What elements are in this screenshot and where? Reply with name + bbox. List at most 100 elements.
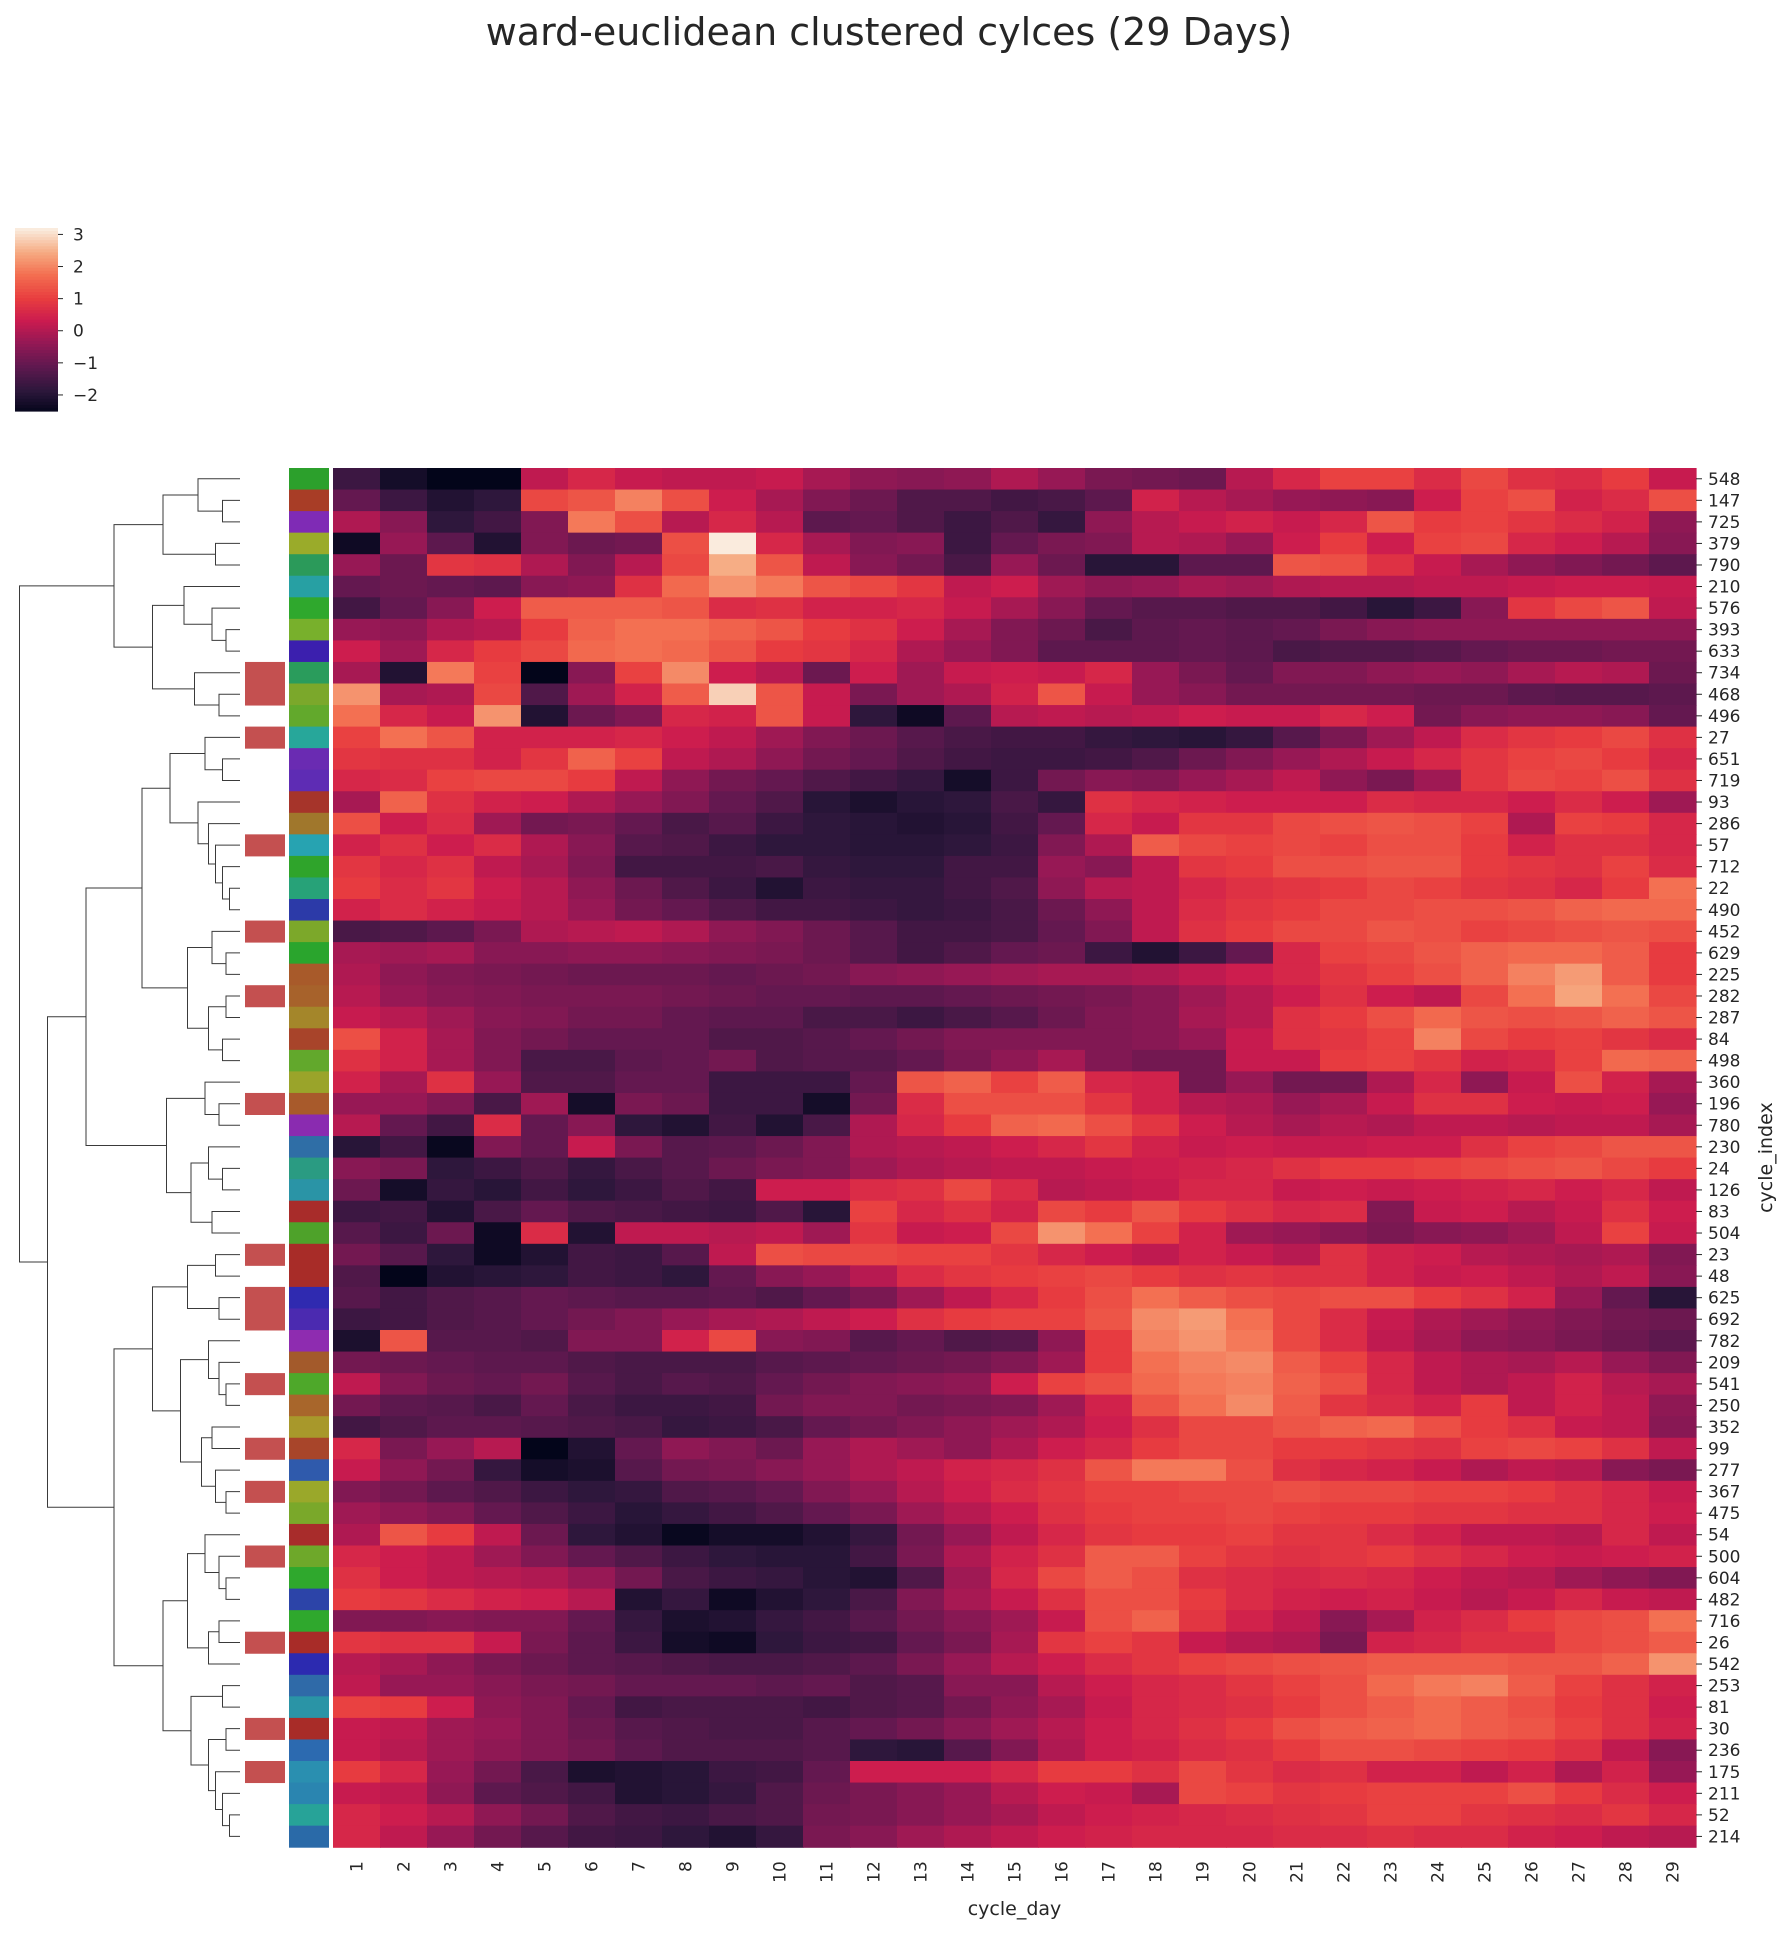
heatmap-cell (1414, 942, 1462, 965)
row-color-cell (289, 575, 329, 598)
heatmap-cell (1649, 1373, 1697, 1396)
heatmap-cell (709, 618, 757, 641)
heatmap-cell (1320, 1222, 1368, 1245)
heatmap-cell (1508, 575, 1556, 598)
heatmap-cell (803, 1006, 851, 1029)
heatmap-cell (1273, 1523, 1321, 1547)
heatmap-cell (615, 1610, 663, 1633)
heatmap-cell (333, 1028, 381, 1051)
heatmap-cell (1038, 661, 1086, 685)
heatmap-cell (709, 489, 757, 512)
heatmap-cell (991, 1330, 1039, 1353)
heatmap-cell (709, 920, 757, 943)
heatmap-cell (991, 1136, 1039, 1159)
heatmap-cell (1602, 489, 1650, 512)
heatmap-cell (1649, 1696, 1697, 1719)
heatmap-cell (1414, 1200, 1462, 1223)
heatmap-cell (1649, 1567, 1697, 1590)
heatmap-cell (333, 1049, 381, 1072)
heatmap-cell (1320, 1394, 1368, 1417)
heatmap-cell (1320, 1545, 1368, 1568)
heatmap-cell (756, 769, 804, 792)
heatmap-cell (756, 1782, 804, 1805)
colorbar-segment (15, 243, 58, 247)
heatmap-cell (1508, 812, 1556, 835)
heatmap-cell (709, 1631, 757, 1654)
heatmap-cell (1508, 1092, 1556, 1116)
heatmap-cell (850, 1761, 898, 1784)
heatmap-cell (380, 618, 428, 641)
heatmap-cell (1226, 1200, 1274, 1223)
heatmap-cell (1602, 1028, 1650, 1051)
heatmap-cell (380, 1373, 428, 1396)
heatmap-cell (568, 511, 616, 534)
row-label: 211 (1708, 1784, 1740, 1804)
heatmap-cell (1508, 726, 1556, 749)
heatmap-cell (427, 1222, 475, 1245)
row-color-cell (289, 1416, 329, 1439)
heatmap-cell (1461, 1523, 1509, 1547)
heatmap-cell (1320, 791, 1368, 814)
heatmap-cell (333, 1480, 381, 1503)
heatmap-cell (1085, 855, 1133, 879)
row-label: 712 (1708, 858, 1740, 878)
heatmap-cell (568, 1480, 616, 1503)
heatmap-cell (474, 1588, 522, 1611)
heatmap-cell (1508, 661, 1556, 685)
heatmap-cell (1508, 1459, 1556, 1482)
heatmap-cell (333, 834, 381, 857)
heatmap-cell (521, 834, 569, 857)
heatmap-cell (1179, 791, 1227, 814)
heatmap-cell (1602, 1761, 1650, 1784)
heatmap-cell (1320, 748, 1368, 771)
heatmap-cell (897, 942, 945, 965)
heatmap-cell (474, 877, 522, 900)
heatmap-cell (756, 489, 804, 512)
heatmap-cell (615, 1136, 663, 1159)
row-label: 716 (1708, 1612, 1740, 1632)
heatmap-cell (474, 1394, 522, 1417)
heatmap-cell (1649, 1437, 1697, 1460)
heatmap-cell (1179, 1373, 1227, 1396)
heatmap-cell (1555, 920, 1603, 943)
heatmap-cell (615, 1265, 663, 1288)
row-color-cell (289, 1804, 329, 1827)
heatmap-cell (427, 661, 475, 685)
row-label: 126 (1708, 1181, 1740, 1201)
heatmap-cell (1132, 1545, 1180, 1568)
heatmap-cell (333, 942, 381, 965)
heatmap-cell (474, 1092, 522, 1116)
heatmap-cell (1555, 597, 1603, 620)
row-color-cell (289, 683, 329, 706)
heatmap-cell (1555, 1480, 1603, 1503)
heatmap-cell (615, 1071, 663, 1094)
heatmap-cell (1555, 791, 1603, 814)
heatmap-cell (850, 1825, 898, 1848)
heatmap-cell (850, 532, 898, 555)
row-color-cell (289, 640, 329, 663)
heatmap-cell (615, 1437, 663, 1460)
heatmap-cell (756, 1157, 804, 1180)
heatmap-cell (1414, 877, 1462, 900)
heatmap-cell (1461, 1243, 1509, 1266)
heatmap-cell (1226, 1502, 1274, 1525)
heatmap-cell (1461, 1674, 1509, 1697)
heatmap-cell (756, 661, 804, 685)
row-label: 692 (1708, 1310, 1740, 1330)
heatmap-cell (521, 489, 569, 512)
heatmap-cell (1649, 683, 1697, 706)
heatmap-cell (1602, 597, 1650, 620)
heatmap-cell (1273, 769, 1321, 792)
heatmap-cell (615, 575, 663, 598)
heatmap-cell (897, 1330, 945, 1353)
heatmap-cell (756, 1243, 804, 1266)
heatmap-cell (1367, 1782, 1415, 1805)
row-color-cell (289, 1157, 329, 1180)
heatmap-cell (1649, 618, 1697, 641)
heatmap-cell (1085, 1092, 1133, 1116)
heatmap-cell (615, 1523, 663, 1547)
heatmap-cell (1132, 1480, 1180, 1503)
heatmap-cell (1461, 1761, 1509, 1784)
row-color-cell (289, 1049, 329, 1072)
heatmap-cell (803, 511, 851, 534)
